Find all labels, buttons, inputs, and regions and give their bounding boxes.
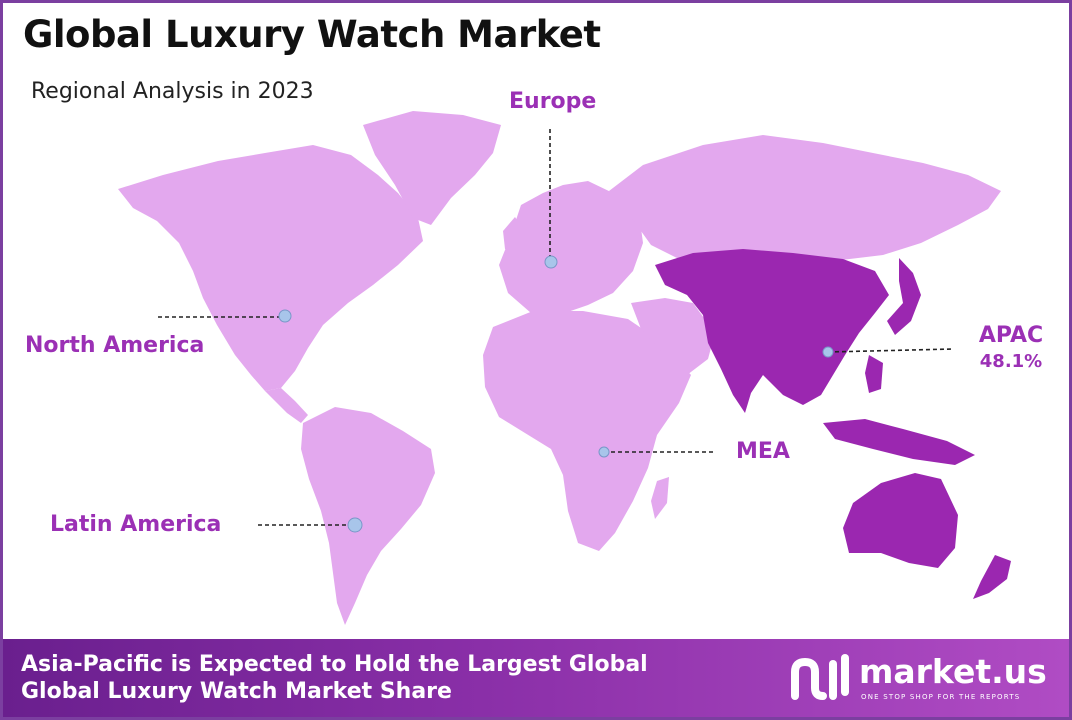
middle-east-landmass <box>631 298 715 375</box>
apac-share: 48.1% <box>979 351 1043 372</box>
page-subtitle: Regional Analysis in 2023 <box>31 79 314 104</box>
apac-label: APAC <box>978 323 1044 348</box>
footer-line-1: Asia-Pacific is Expected to Hold the Lar… <box>21 652 648 677</box>
brand-logo[interactable]: market.us ONE STOP SHOP FOR THE REPORTS <box>789 652 1047 708</box>
north-america-marker <box>278 309 292 323</box>
uk-landmass <box>503 217 523 251</box>
footer-line-2: Global Luxury Watch Market Share <box>21 679 452 704</box>
madagascar-landmass <box>651 477 669 519</box>
mea-marker <box>598 446 610 458</box>
europe-label: Europe <box>509 89 597 114</box>
philippines-landmass <box>865 355 883 393</box>
mea-label: MEA <box>736 439 790 464</box>
new-zealand-landmass <box>973 555 1011 599</box>
europe-marker <box>544 255 558 269</box>
russia-landmass <box>609 135 1001 261</box>
indonesia-landmass <box>823 419 975 465</box>
apac-asia-landmass <box>655 249 889 413</box>
australia-landmass <box>843 473 958 568</box>
apac-label-group: APAC 48.1% <box>971 323 1051 375</box>
central-america-landmass <box>265 388 308 423</box>
south-america-landmass <box>301 407 435 625</box>
apac-marker <box>822 346 834 358</box>
japan-landmass <box>887 258 921 335</box>
north-america-landmass <box>118 145 423 391</box>
page-title: Global Luxury Watch Market <box>23 13 601 56</box>
footer-statement: Asia-Pacific is Expected to Hold the Lar… <box>21 651 648 705</box>
latin-america-label: Latin America <box>50 512 222 537</box>
brand-tagline: ONE STOP SHOP FOR THE REPORTS <box>861 693 1021 701</box>
greenland-landmass <box>363 111 501 225</box>
world-map <box>118 111 1011 625</box>
latin-america-marker <box>347 517 363 533</box>
brand-name: market.us <box>859 652 1047 691</box>
market-us-logo-icon <box>791 654 849 700</box>
europe-landmass <box>499 181 643 315</box>
africa-landmass <box>483 311 691 551</box>
north-america-label: North America <box>25 333 205 358</box>
footer-banner: Asia-Pacific is Expected to Hold the Lar… <box>3 639 1069 717</box>
